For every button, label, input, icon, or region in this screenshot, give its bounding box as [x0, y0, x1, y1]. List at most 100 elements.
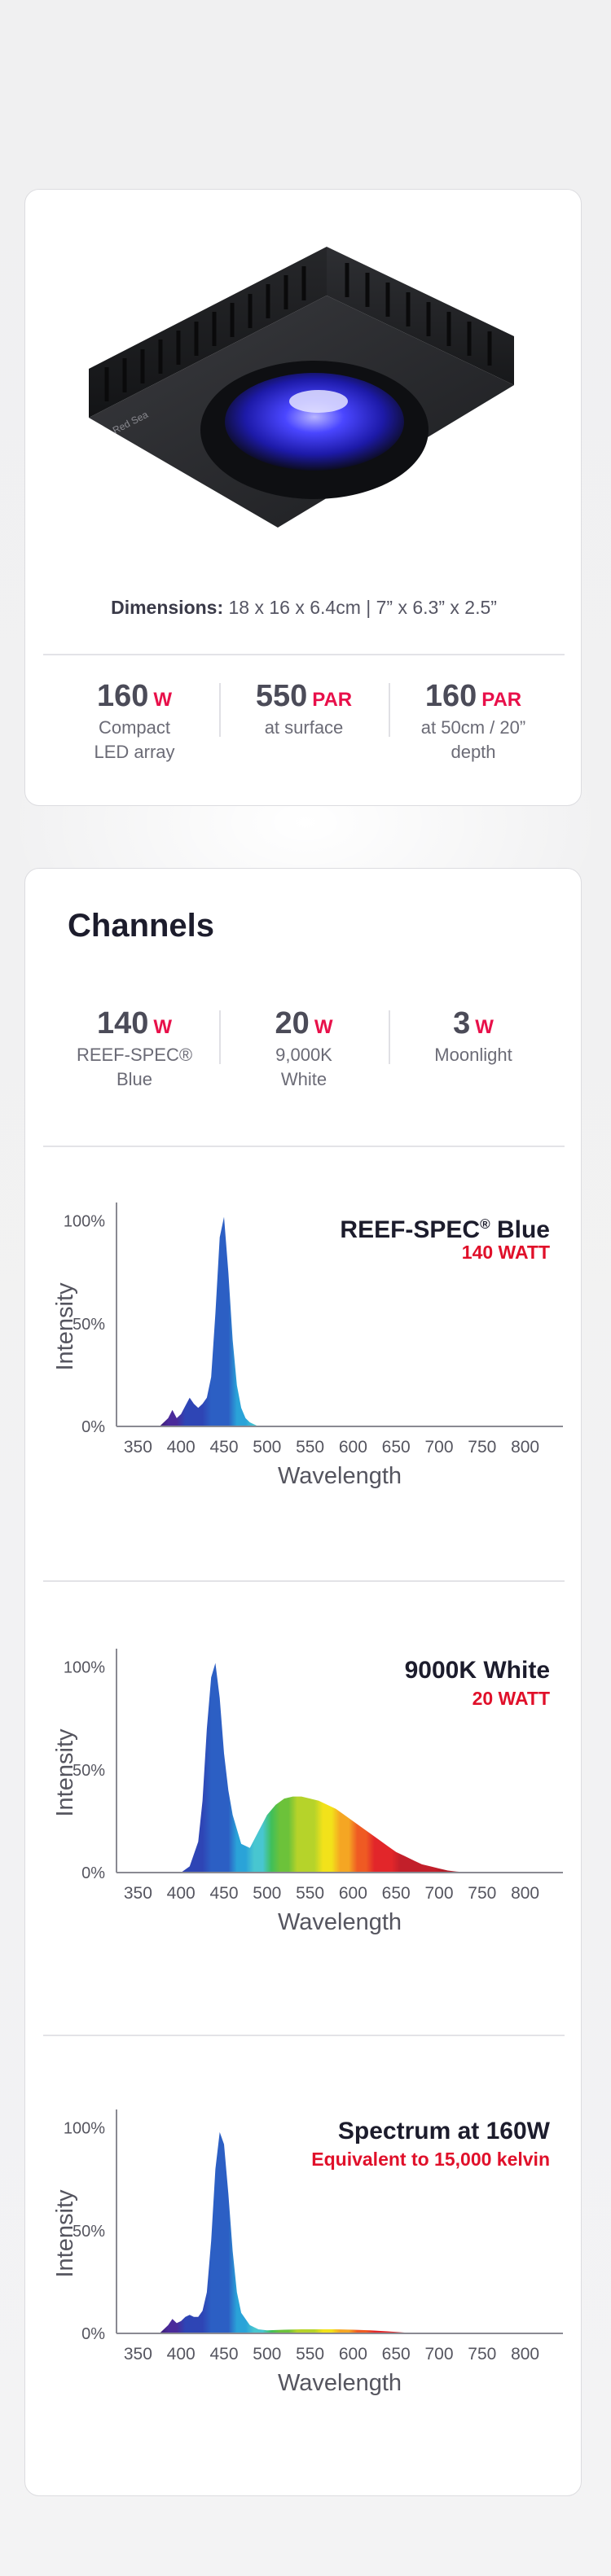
divider	[43, 1146, 565, 1147]
chart-subtitle: 20 WATT	[472, 1688, 550, 1709]
x-tick-label: 600	[339, 2345, 367, 2364]
y-tick-label: 50%	[73, 2223, 105, 2241]
dimensions-value: 18 x 16 x 6.4cm | 7” x 6.3” x 2.5”	[228, 597, 497, 618]
stat-power: 160 W Compact LED array	[50, 678, 219, 763]
x-tick-label: 700	[424, 1438, 453, 1457]
channels-title: Channels	[68, 908, 215, 944]
x-tick-label: 550	[296, 1884, 324, 1903]
stat-unit: W	[314, 1016, 333, 1038]
x-tick-label: 350	[124, 1884, 152, 1903]
x-tick-label: 750	[468, 1884, 496, 1903]
product-stats: 160 W Compact LED array 550 PAR at surface…	[50, 678, 558, 763]
stat-line1: at surface	[264, 717, 344, 738]
x-tick-label: 350	[124, 1438, 152, 1457]
stat-line2: LED array	[94, 742, 175, 762]
chart-subtitle: Equivalent to 15,000 kelvin	[311, 2149, 550, 2170]
stat-value: 160	[424, 679, 477, 713]
x-tick-label: 700	[424, 2345, 453, 2364]
x-tick-label: 600	[339, 1884, 367, 1903]
x-tick-label: 400	[167, 2345, 196, 2364]
channels-card: Channels 140 W REEF-SPEC® Blue 20 W 9,000K…	[24, 868, 582, 2496]
x-tick-label: 800	[511, 1438, 539, 1457]
dimensions-text: Dimensions: 18 x 16 x 6.4cm | 7” x 6.3” …	[25, 597, 582, 619]
x-tick-label: 650	[382, 2345, 411, 2364]
x-tick-label: 650	[382, 1884, 411, 1903]
stat-line1: REEF-SPEC®	[76, 1045, 193, 1065]
stat-line1: Moonlight	[434, 1045, 512, 1065]
stat-unit: PAR	[481, 689, 522, 711]
y-tick-label: 0%	[81, 2325, 105, 2343]
stat-unit: W	[475, 1016, 494, 1038]
stat-unit: W	[153, 1016, 173, 1038]
x-axis-label: Wavelength	[278, 1463, 402, 1489]
spectrum-area	[181, 1663, 474, 1873]
chart-title: 9000K White	[404, 1657, 550, 1684]
divider	[43, 1580, 565, 1582]
y-tick-label: 100%	[64, 2120, 105, 2138]
chart-title: REEF-SPEC® Blue	[340, 1216, 550, 1243]
x-axis-label: Wavelength	[278, 1909, 402, 1935]
stat-value: 20	[275, 1006, 310, 1040]
y-tick-label: 100%	[64, 1659, 105, 1677]
stat-par-surface: 550 PAR at surface	[219, 678, 389, 763]
channel-blue: 140 W REEF-SPEC® Blue	[50, 1005, 219, 1090]
product-card: Red Sea Dimensions: 18 x 16 x 6.4cm | 7”…	[24, 189, 582, 806]
x-tick-label: 750	[468, 2345, 496, 2364]
stat-unit: W	[153, 689, 173, 711]
chart-svg: 0% 50% 100% 350 400 450 500 550 600 650 700 750 800 W…	[52, 1649, 563, 1935]
divider	[43, 2035, 565, 2036]
x-axis-label: Wavelength	[278, 2370, 402, 2396]
x-tick-label: 550	[296, 2345, 324, 2364]
x-tick-label: 500	[253, 1438, 281, 1457]
spectrum-chart-reef-spec-blue: 0% 50% 100% 350 400 450 500 550 600 650 700 750 800 W…	[25, 1178, 582, 1520]
stat-line2: White	[280, 1069, 327, 1089]
y-tick-label: 0%	[81, 1418, 105, 1436]
y-tick-label: 50%	[73, 1316, 105, 1334]
x-tick-label: 450	[209, 2345, 238, 2364]
x-tick-label: 400	[167, 1438, 196, 1457]
stat-line1: Compact	[98, 717, 171, 738]
stat-value: 3	[453, 1006, 471, 1040]
x-tick-label: 700	[424, 1884, 453, 1903]
x-tick-label: 750	[468, 1438, 496, 1457]
divider	[43, 654, 565, 655]
x-tick-label: 800	[511, 1884, 539, 1903]
registered-mark: ®	[480, 1216, 490, 1232]
stat-value: 550	[255, 679, 308, 713]
channel-white: 20 W 9,000K White	[219, 1005, 389, 1090]
stat-line1: at 50cm / 20”	[420, 717, 526, 738]
spectrum-area	[159, 1216, 267, 1426]
chart-subtitle: 140 WATT	[461, 1242, 550, 1263]
stat-unit: PAR	[312, 689, 353, 711]
x-tick-label: 800	[511, 2345, 539, 2364]
y-axis-label: Intensity	[52, 2189, 78, 2277]
chart-svg: 0% 50% 100% 350 400 450 500 550 600 650 700 750 800 W…	[52, 2109, 563, 2396]
chart-title: Spectrum at 160W	[337, 2118, 550, 2144]
x-tick-label: 400	[167, 1884, 196, 1903]
y-tick-label: 0%	[81, 1864, 105, 1882]
chart-svg: 0% 50% 100% 350 400 450 500 550 600 650 700 750 800 W…	[52, 1203, 563, 1489]
spectrum-area	[159, 2131, 422, 2333]
x-tick-label: 350	[124, 2345, 152, 2364]
stat-value: 140	[96, 1006, 149, 1040]
x-tick-label: 500	[253, 2345, 281, 2364]
y-axis-label: Intensity	[52, 1282, 78, 1370]
y-axis-label: Intensity	[52, 1728, 78, 1816]
stat-par-depth: 160 PAR at 50cm / 20” depth	[389, 678, 558, 763]
dimensions-label: Dimensions:	[111, 597, 224, 618]
x-tick-label: 450	[209, 1438, 238, 1457]
stat-line2: Blue	[116, 1069, 153, 1089]
x-tick-label: 600	[339, 1438, 367, 1457]
x-tick-label: 650	[382, 1438, 411, 1457]
x-tick-label: 450	[209, 1884, 238, 1903]
x-tick-label: 550	[296, 1438, 324, 1457]
stat-line2: depth	[451, 742, 496, 762]
led-fixture-image: Red Sea	[82, 239, 522, 548]
y-tick-label: 50%	[73, 1762, 105, 1780]
y-tick-label: 100%	[64, 1213, 105, 1231]
spectrum-chart-9000k-white: 0% 50% 100% 350 400 450 500 550 600 650 700 750 800 W…	[25, 1624, 582, 1966]
spectrum-chart-160w: 0% 50% 100% 350 400 450 500 550 600 650 700 750 800 W…	[25, 2085, 582, 2427]
stat-value: 160	[96, 679, 149, 713]
